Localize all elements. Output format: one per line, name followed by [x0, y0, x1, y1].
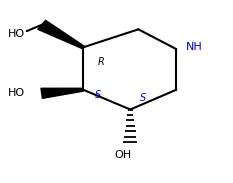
Text: S: S [95, 90, 101, 100]
Text: OH: OH [115, 150, 132, 160]
Text: HO: HO [8, 88, 25, 98]
Polygon shape [38, 20, 84, 48]
Text: NH: NH [185, 42, 202, 52]
Text: HO: HO [8, 29, 25, 39]
Polygon shape [41, 88, 83, 98]
Text: S: S [140, 93, 146, 103]
Text: R: R [98, 57, 105, 67]
